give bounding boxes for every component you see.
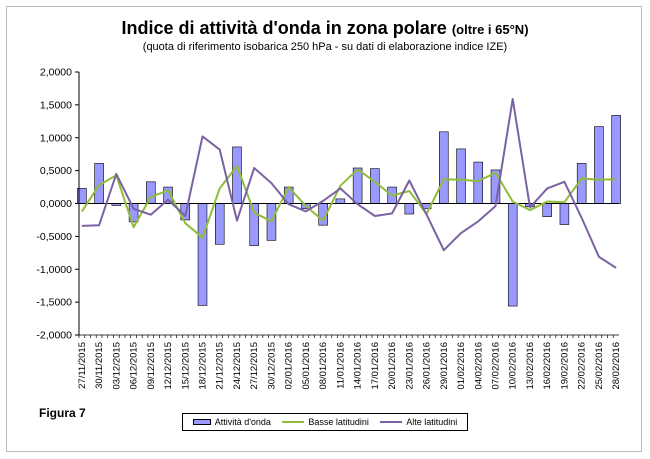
x-tick-label-11: 30/12/2015: [266, 342, 277, 390]
y-tick-label-8: -2,0000: [36, 330, 72, 342]
y-tick-label-5: -0,5000: [36, 231, 72, 243]
x-tick-label-26: 13/02/2016: [525, 342, 536, 390]
x-tick-label-12: 02/01/2016: [284, 342, 295, 390]
legend-swatch-alte: [380, 421, 403, 423]
x-tick-label-19: 23/01/2016: [404, 342, 415, 390]
bar-22: [456, 148, 466, 204]
lines-group: [81, 98, 617, 269]
y-tick-label-3: 0,5000: [40, 165, 72, 177]
figure-label: Figura 7: [39, 406, 86, 420]
chart-title-main: Indice di attività d'onda in zona polare: [121, 18, 447, 38]
y-tick-label-0: 2,0000: [40, 67, 72, 79]
y-tick-label-2: 1,0000: [40, 132, 72, 144]
x-tick-label-6: 15/12/2015: [180, 342, 191, 390]
line-alte-latitudini: [81, 98, 617, 269]
x-tick-label-7: 18/12/2015: [198, 342, 209, 390]
x-tick-label-27: 16/02/2016: [542, 342, 553, 390]
legend-swatch-basse: [282, 421, 305, 423]
bar-7: [197, 203, 208, 306]
bar-15: [335, 198, 346, 204]
x-tick-label-2: 03/12/2015: [111, 342, 122, 390]
chart-title-suffix: (oltre i 65°N): [451, 22, 529, 37]
x-tick-label-15: 11/01/2016: [335, 342, 346, 389]
legend-item-basse: Basse latitudini: [282, 417, 369, 427]
x-tick-label-30: 25/02/2016: [594, 342, 605, 390]
bars-group: [77, 115, 621, 307]
x-tick-label-4: 09/12/2015: [146, 342, 157, 390]
bar-31: [611, 115, 621, 204]
x-tick-label-9: 24/12/2015: [232, 342, 243, 390]
chart-subtitle: (quota di riferimento isobarica 250 hPa …: [142, 41, 508, 53]
x-tick-label-13: 05/01/2016: [301, 342, 312, 390]
bar-28: [559, 203, 570, 225]
chart-frame: [6, 6, 642, 452]
legend-label-alte: Alte latitudini: [406, 417, 458, 427]
x-tick-label-23: 04/02/2016: [473, 342, 484, 390]
y-tick-label-1: 1,5000: [40, 99, 72, 111]
y-tick-label-7: -1,5000: [36, 297, 72, 309]
x-tick-label-1: 30/11/2015: [94, 342, 105, 389]
x-tick-label-17: 17/01/2016: [370, 342, 381, 390]
y-tick-label-4: 0,0000: [40, 198, 72, 210]
bar-27: [542, 203, 552, 217]
x-tick-label-18: 20/01/2016: [387, 342, 398, 390]
x-tick-label-10: 27/12/2015: [249, 342, 260, 390]
x-tick-label-5: 12/12/2015: [163, 342, 174, 390]
x-tick-label-20: 26/01/2016: [422, 342, 433, 390]
tick-labels-group: 2,0000 1,5000 1,0000 0,5000 0,0000 -0,5000 -1,…: [36, 67, 622, 390]
bar-21: [439, 131, 449, 204]
x-tick-label-3: 06/12/2015: [129, 342, 140, 390]
chart-title: Indice di attività d'onda in zona polare…: [0, 18, 650, 39]
legend-label-attivita: Attività d'onda: [214, 417, 271, 427]
legend-swatch-attivita: [192, 419, 211, 425]
bar-4: [146, 181, 156, 204]
x-tick-label-29: 22/02/2016: [577, 342, 588, 390]
x-tick-label-16: 14/01/2016: [353, 342, 364, 390]
bar-8: [214, 203, 225, 245]
legend-item-alte: Alte latitudini: [380, 417, 457, 427]
x-tick-label-21: 29/01/2016: [439, 342, 450, 390]
legend-label-basse: Basse latitudini: [308, 417, 369, 427]
bar-10: [249, 203, 259, 246]
x-tick-label-8: 21/12/2015: [215, 342, 226, 390]
axes-group: [75, 71, 619, 338]
legend: Attività d'onda Basse latitudini Alte la…: [182, 413, 468, 431]
bar-17: [370, 168, 380, 204]
line-basse-latitudini: [81, 165, 617, 239]
legend-item-attivita: Attività d'onda: [192, 417, 271, 427]
x-tick-label-31: 28/02/2016: [611, 342, 622, 390]
x-tick-label-24: 07/02/2016: [490, 342, 501, 390]
x-tick-label-14: 08/01/2016: [318, 342, 329, 390]
bar-30: [594, 126, 604, 204]
bar-23: [473, 161, 484, 204]
bar-19: [404, 203, 415, 215]
x-tick-label-22: 01/02/2016: [456, 342, 467, 390]
bar-25: [507, 203, 518, 307]
y-tick-label-6: -1,0000: [36, 264, 72, 276]
x-tick-label-25: 10/02/2016: [508, 342, 519, 390]
x-tick-label-28: 19/02/2016: [559, 342, 570, 390]
x-tick-label-0: 27/11/2015: [77, 342, 88, 389]
